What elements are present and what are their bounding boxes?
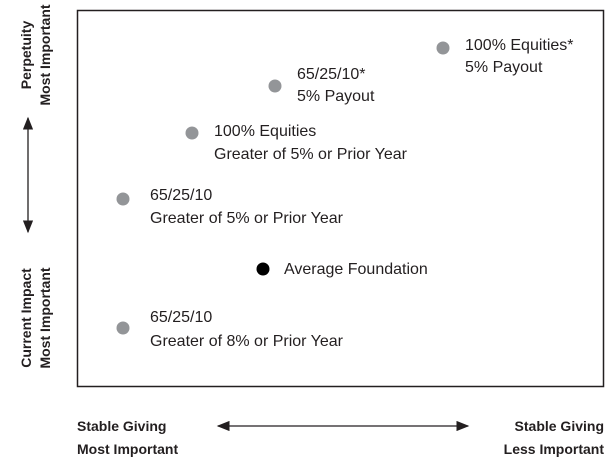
point	[116, 321, 130, 335]
x-left-label: Most Important	[77, 441, 178, 457]
point-label: Greater of 8% or Prior Year	[150, 333, 344, 350]
point-label: 100% Equities*	[465, 37, 574, 54]
point	[436, 41, 450, 55]
point-label: 5% Payout	[465, 59, 543, 76]
point-label: Greater of 5% or Prior Year	[150, 210, 344, 227]
point	[268, 79, 282, 93]
y-bottom-label: Most Important	[37, 267, 53, 368]
point-label: 100% Equities	[214, 123, 316, 140]
x-right-label: Less Important	[504, 441, 605, 457]
point-label: 5% Payout	[297, 88, 375, 105]
point-label: 65/25/10	[150, 187, 212, 204]
point-label: 65/25/10*	[297, 66, 366, 83]
point	[185, 126, 199, 140]
y-top-label: Most Important	[37, 4, 53, 105]
y-bottom-label: Current Impact	[18, 268, 34, 368]
x-right-label: Stable Giving	[515, 418, 604, 434]
point-label: Average Foundation	[284, 261, 428, 278]
point	[256, 262, 270, 276]
y-top-label: Perpetuity	[18, 21, 34, 90]
point	[116, 192, 130, 206]
plot-frame	[76, 9, 605, 388]
point-label: 65/25/10	[150, 309, 212, 326]
point-label: Greater of 5% or Prior Year	[214, 146, 408, 163]
x-left-label: Stable Giving	[77, 418, 166, 434]
